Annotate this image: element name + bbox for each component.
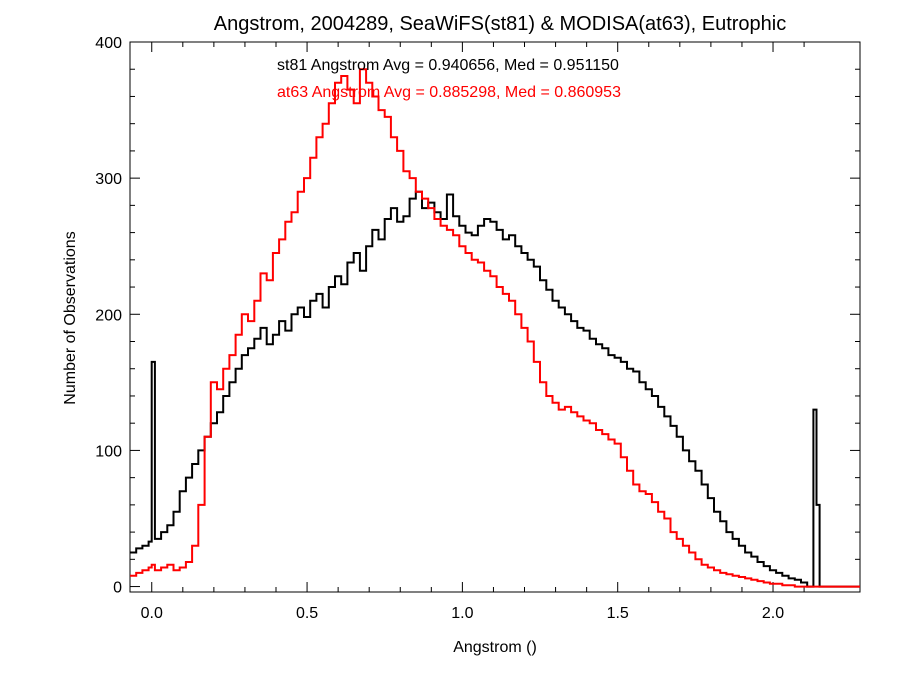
x-tick-label: 1.0: [451, 605, 473, 622]
axis-ticks: 0.0 0.5 1.0 1.5 2.0 0 100 200 300 400: [95, 35, 860, 622]
y-tick-label: 300: [95, 171, 122, 188]
series-layer: [130, 68, 860, 588]
y-axis-label: Number of Observations: [62, 231, 79, 404]
chart-title: Angstrom, 2004289, SeaWiFS(st81) & MODIS…: [214, 13, 786, 35]
x-tick-label: 0.5: [296, 605, 318, 622]
annotation-at63: at63 Angstrom Avg = 0.885298, Med = 0.86…: [277, 84, 621, 101]
plot-border: [129, 41, 861, 593]
annotation-st81: st81 Angstrom Avg = 0.940656, Med = 0.95…: [277, 57, 619, 74]
x-axis-label: Angstrom (): [453, 639, 537, 656]
y-tick-label: 200: [95, 307, 122, 324]
y-tick-label: 400: [95, 35, 122, 52]
x-tick-label: 2.0: [762, 605, 784, 622]
x-tick-label: 0.0: [141, 605, 163, 622]
series-line-0: [130, 190, 860, 588]
y-tick-label: 100: [95, 443, 122, 460]
x-tick-label: 1.5: [607, 605, 629, 622]
series-line-1: [130, 68, 860, 588]
y-tick-label: 0: [113, 580, 122, 597]
plot-frame: [129, 41, 861, 593]
